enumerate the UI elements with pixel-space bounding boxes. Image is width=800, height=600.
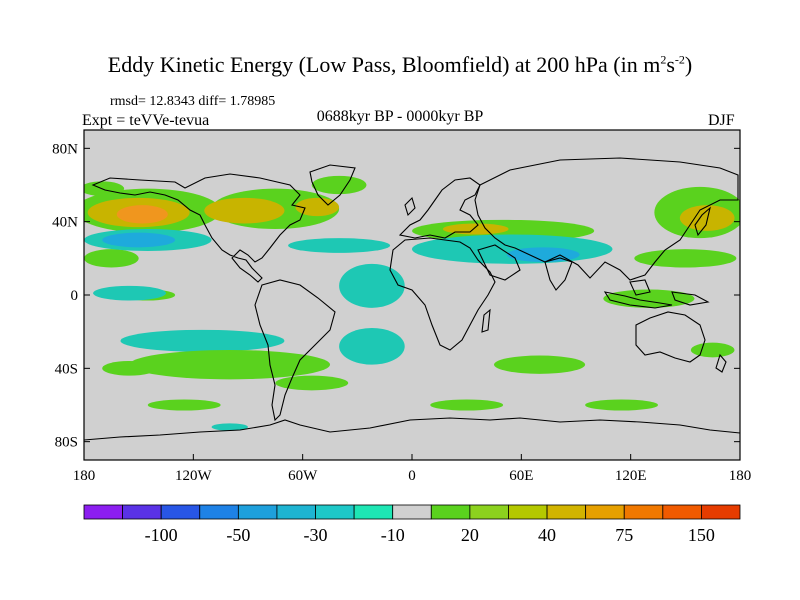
colorbar-box-1 <box>122 504 162 520</box>
anomaly-region-33 <box>211 423 248 431</box>
anomaly-region-26 <box>102 361 157 376</box>
colorbar-box-8 <box>392 504 432 520</box>
period-label: 0688kyr BP - 0000kyr BP <box>316 108 484 125</box>
colorbar-label-7: 150 <box>688 525 715 545</box>
anomaly-region-12 <box>634 249 737 268</box>
lat-tick-label-4: 80S <box>55 435 78 451</box>
colorbar-box-3 <box>199 504 239 520</box>
coast-antarctica <box>84 417 740 441</box>
anomaly-region-29 <box>585 399 658 411</box>
colorbar-box-15 <box>662 504 702 520</box>
anomaly-region-17 <box>288 238 391 253</box>
coast-north-america <box>91 173 306 283</box>
anomaly-region-6 <box>311 175 367 195</box>
colorbar-box-7 <box>353 504 394 520</box>
anomaly-region-27 <box>494 355 586 374</box>
colorbar-label-2: -30 <box>304 525 328 545</box>
anomaly-region-20 <box>93 285 166 301</box>
experiment-label: Expt = teVVe-tevua <box>82 112 210 129</box>
lon-tick-label-6: 180 <box>729 468 752 484</box>
anomaly-region-2 <box>116 205 168 224</box>
coast-japan <box>694 206 711 237</box>
lon-tick-label-0: 180 <box>73 468 96 484</box>
title-main: Eddy Kinetic Energy (Low Pass, Bloomfiel… <box>107 52 661 77</box>
title-sup-1: 2 <box>660 52 667 67</box>
colorbar-box-12 <box>546 504 587 520</box>
anomaly-region-13 <box>84 249 139 268</box>
colorbar-label-6: 75 <box>615 525 633 545</box>
anomaly-region-28 <box>430 399 504 411</box>
coast-india <box>544 257 573 291</box>
colorbar-box-9 <box>430 504 471 520</box>
anomaly-region-24 <box>129 350 330 380</box>
lon-tick-label-2: 60W <box>288 468 318 484</box>
lat-tick-label-3: 40S <box>55 361 78 377</box>
colorbar-label-0: -100 <box>145 525 178 545</box>
coast-borneo <box>629 279 651 296</box>
colorbar-box-2 <box>160 504 201 520</box>
lat-tick-label-1: 40N <box>52 215 78 231</box>
title-mid: s <box>666 52 675 77</box>
anomaly-region-30 <box>603 289 695 308</box>
lon-tick-label-4: 60E <box>509 468 533 484</box>
anomaly-region-21 <box>339 263 405 308</box>
stats-label: rmsd= 12.8343 diff= 1.78985 <box>110 94 276 109</box>
anomaly-region-16 <box>102 232 176 248</box>
anomaly-region-25 <box>275 375 349 391</box>
coast-south-america <box>254 279 336 422</box>
anomaly-region-31 <box>690 342 735 358</box>
colorbar-box-14 <box>623 504 664 520</box>
coast-new-zealand <box>715 353 727 373</box>
coast-british-isles <box>404 196 416 217</box>
coast-africa <box>389 237 496 351</box>
coast-australia <box>635 311 706 363</box>
colorbar-box-0 <box>83 504 123 520</box>
coast-madagascar <box>481 308 491 333</box>
colorbar-label-1: -50 <box>226 525 250 545</box>
anomaly-region-18 <box>412 234 613 264</box>
lon-tick-label-1: 120W <box>175 468 213 484</box>
lon-axis: 180 120W 60W 0 60E 120E 180 <box>73 454 752 484</box>
colorbar-box-16 <box>701 504 741 520</box>
colorbar-box-6 <box>315 504 355 520</box>
colorbar-box-10 <box>469 504 509 520</box>
lat-tick-label-2: 0 <box>71 288 79 304</box>
title-sup-2: -2 <box>674 52 685 67</box>
lat-axis: 80N 40N 0 40S 80S <box>52 141 740 451</box>
lon-tick-label-5: 120E <box>615 468 647 484</box>
coast-arabia <box>477 244 521 281</box>
coast-europe <box>398 177 481 239</box>
colorbar-box-4 <box>237 504 278 520</box>
season-label: DJF <box>708 112 735 129</box>
colorbar: -100 -50 -30 -10 20 40 75 150 <box>83 504 741 545</box>
anomaly-region-23 <box>120 329 285 352</box>
plot-title: Eddy Kinetic Energy (Low Pass, Bloomfiel… <box>0 52 800 78</box>
title-end: ) <box>684 52 693 77</box>
lat-tick-label-0: 80N <box>52 141 78 157</box>
anomaly-region-4 <box>204 197 285 224</box>
colorbar-box-11 <box>508 504 548 520</box>
colorbar-box-5 <box>276 504 316 520</box>
coast-greenland <box>309 164 356 206</box>
anomaly-regions <box>84 175 740 431</box>
anomaly-region-22 <box>339 328 405 365</box>
coastlines <box>84 157 740 441</box>
anomaly-region-5 <box>295 197 340 217</box>
colorbar-label-4: 20 <box>461 525 479 545</box>
coast-indonesia <box>603 291 673 309</box>
anomaly-region-32 <box>147 399 221 411</box>
lon-tick-label-3: 0 <box>408 468 416 484</box>
colorbar-label-5: 40 <box>538 525 556 545</box>
colorbar-label-3: -10 <box>381 525 405 545</box>
colorbar-box-13 <box>585 504 625 520</box>
coast-new-guinea <box>671 291 710 306</box>
coast-asia <box>474 157 739 281</box>
